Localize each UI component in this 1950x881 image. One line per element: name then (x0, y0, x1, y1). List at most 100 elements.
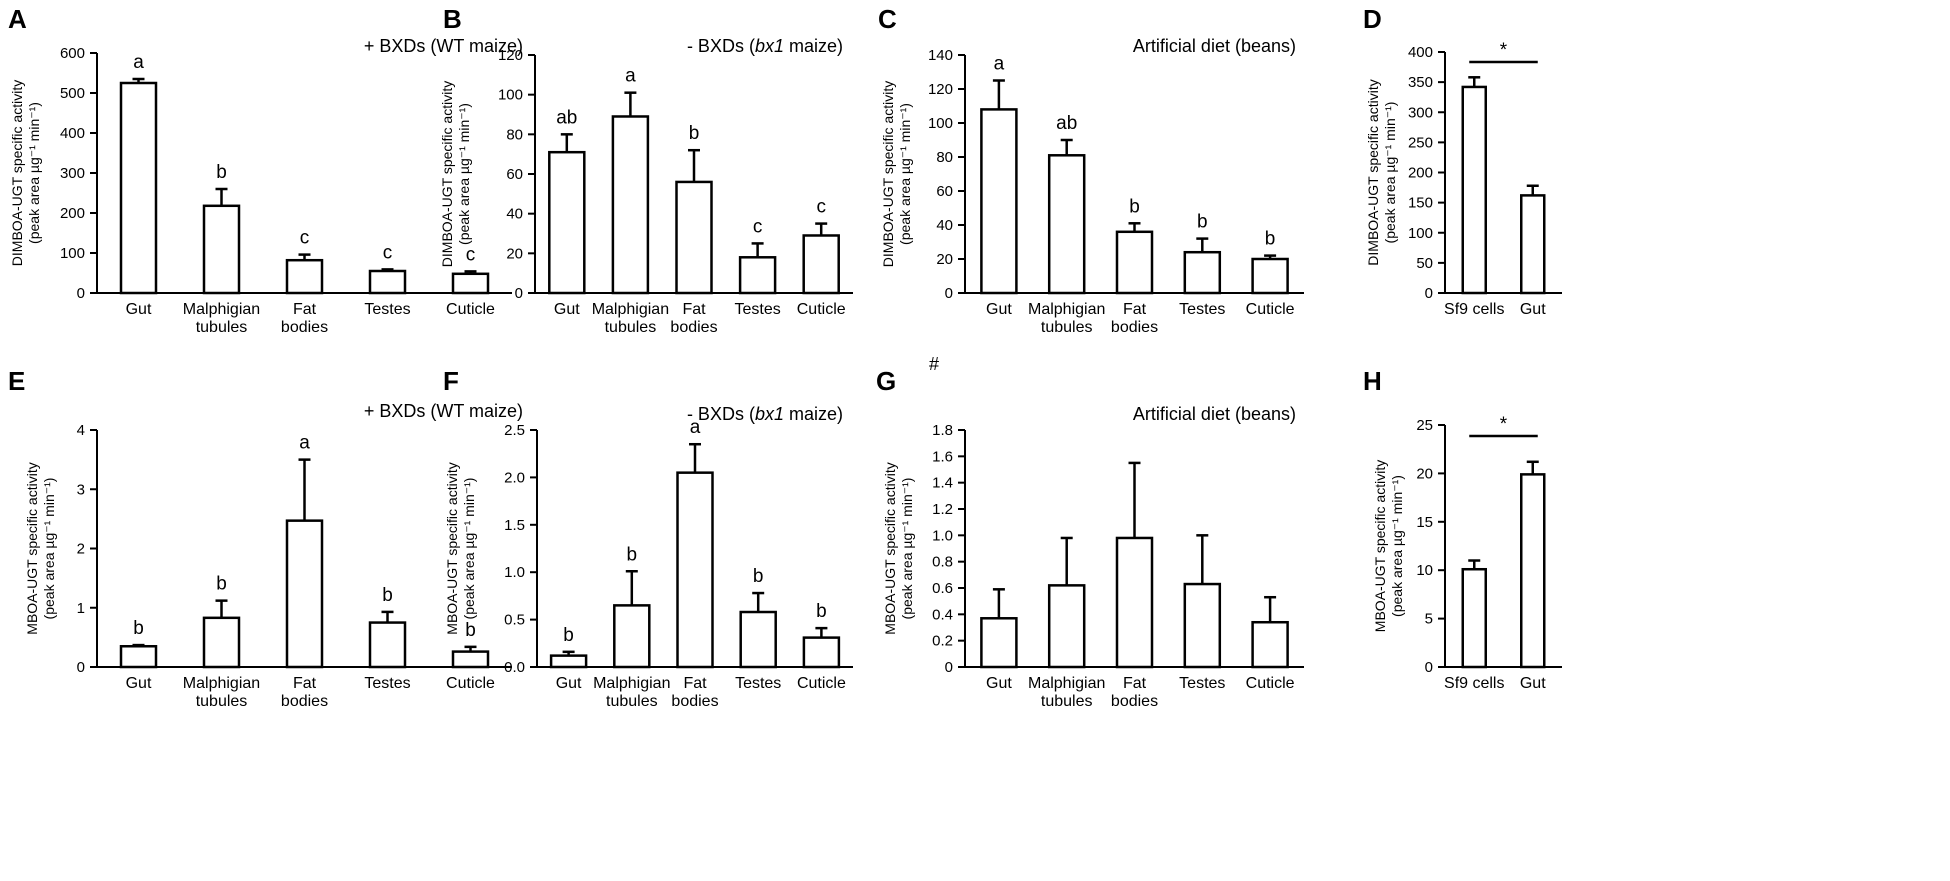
category-label: Fat (293, 301, 317, 318)
category-label: Malphigian (1028, 675, 1105, 692)
category-label: Fat (293, 675, 317, 692)
y-tick-label: 4 (77, 422, 85, 439)
bar (202, 204, 241, 295)
bar (1115, 230, 1154, 295)
y-tick-label: 0 (515, 285, 523, 302)
bar (1461, 567, 1487, 669)
y-tick-label: 600 (60, 45, 85, 62)
category-label: Fat (683, 675, 707, 692)
significance-letter: b (689, 123, 700, 144)
category-label: Testes (734, 301, 780, 318)
category-label: Fat (1123, 675, 1147, 692)
category-label: Cuticle (446, 675, 495, 692)
bar (1461, 85, 1487, 295)
y-tick-label: 1.2 (932, 501, 953, 518)
bar (739, 610, 777, 669)
category-label: Malphigian (1028, 301, 1105, 318)
y-tick-label: 400 (60, 125, 85, 142)
y-tick-label: 1.4 (932, 475, 953, 492)
category-label: Malphigian (183, 301, 260, 318)
y-axis-label: DIMBOA-UGT specific activity (439, 81, 455, 267)
y-tick-label: 0 (1425, 285, 1433, 302)
y-tick-label: 0 (77, 285, 85, 302)
category-label: Malphigian (183, 675, 260, 692)
y-tick-label: 100 (60, 245, 85, 262)
condition-label-part: - BXDs ( (687, 404, 755, 424)
panel-c: C Artificial diet (beans) 0 20 40 60 80 100 120 1… (878, 4, 1304, 336)
category-label: Testes (1179, 675, 1225, 692)
panel-note: # (929, 354, 939, 374)
y-tick-label: 0.6 (932, 580, 953, 597)
y-tick-label: 80 (936, 149, 953, 166)
bar (1520, 473, 1546, 669)
category-label: Gut (986, 675, 1012, 692)
category-label: Malphigian (593, 675, 670, 692)
bar (285, 258, 324, 295)
condition-label: + BXDs (WT maize) (364, 401, 523, 421)
significance-letter: a (299, 433, 310, 454)
significance-letter: a (625, 66, 636, 87)
significance-letter: c (300, 228, 310, 249)
significance-letter: b (216, 162, 227, 183)
bar (980, 617, 1018, 669)
significance-letter: c (816, 197, 826, 218)
category-label: Gut (986, 301, 1012, 318)
panel-h: H 0 5 10 15 20 25 MBOA-UGT specific activity (pe… (1363, 366, 1562, 692)
y-axis-label-units: (peak area µg⁻¹ min⁻¹) (899, 478, 915, 620)
y-tick-label: 400 (1408, 44, 1433, 61)
y-tick-label: 0 (945, 659, 953, 676)
significance-letter: b (133, 618, 144, 639)
bar (1047, 584, 1086, 669)
y-axis-label: MBOA-UGT specific activity (24, 462, 40, 634)
y-tick-label: 0.5 (504, 612, 525, 629)
significance-letter: b (216, 574, 227, 595)
significance-letter: a (994, 54, 1005, 75)
bar (1520, 194, 1546, 295)
category-label: Testes (735, 675, 781, 692)
condition-label: Artificial diet (beans) (1133, 404, 1296, 424)
significance-letter: b (627, 544, 638, 565)
panel-letter: H (1363, 366, 1382, 396)
significance-letter: b (753, 566, 764, 587)
y-axis-label: DIMBOA-UGT specific activity (1365, 79, 1381, 265)
significance-star: * (1500, 414, 1508, 435)
significance-letter: b (382, 585, 393, 606)
category-label: Testes (364, 301, 410, 318)
y-tick-label: 0.8 (932, 554, 953, 571)
bar (451, 272, 490, 295)
bar (202, 616, 241, 669)
bar (549, 654, 588, 669)
y-tick-label: 120 (928, 81, 953, 98)
significance-letter: b (465, 620, 476, 641)
condition-label-part: bx1 (755, 404, 784, 424)
y-tick-label: 3 (77, 481, 85, 498)
y-tick-label: 300 (1408, 104, 1433, 121)
y-tick-label: 1.5 (504, 517, 525, 534)
bar (119, 645, 158, 669)
category-label: Sf9 cells (1444, 675, 1504, 692)
category-label: Cuticle (1246, 301, 1295, 318)
category-label: bodies (281, 693, 328, 710)
bar (611, 115, 650, 295)
bar (1183, 250, 1222, 295)
significance-letter: b (1197, 212, 1208, 233)
category-label: tubules (196, 693, 248, 710)
y-tick-label: 15 (1416, 514, 1433, 531)
category-label: Gut (1520, 675, 1546, 692)
condition-label-part: bx1 (755, 36, 784, 56)
category-label: Cuticle (797, 301, 846, 318)
y-tick-label: 40 (506, 206, 523, 223)
y-tick-label: 60 (506, 166, 523, 183)
significance-letter: c (753, 216, 763, 237)
panel-letter: A (8, 4, 27, 34)
category-label: tubules (606, 693, 658, 710)
panel-letter: D (1363, 4, 1382, 34)
y-tick-label: 1.0 (932, 527, 953, 544)
panel-letter: C (878, 4, 897, 34)
condition-label-part: maize) (784, 36, 843, 56)
category-label: Cuticle (1246, 675, 1295, 692)
category-label: bodies (1111, 693, 1158, 710)
y-tick-label: 350 (1408, 74, 1433, 91)
y-tick-label: 10 (1416, 562, 1433, 579)
